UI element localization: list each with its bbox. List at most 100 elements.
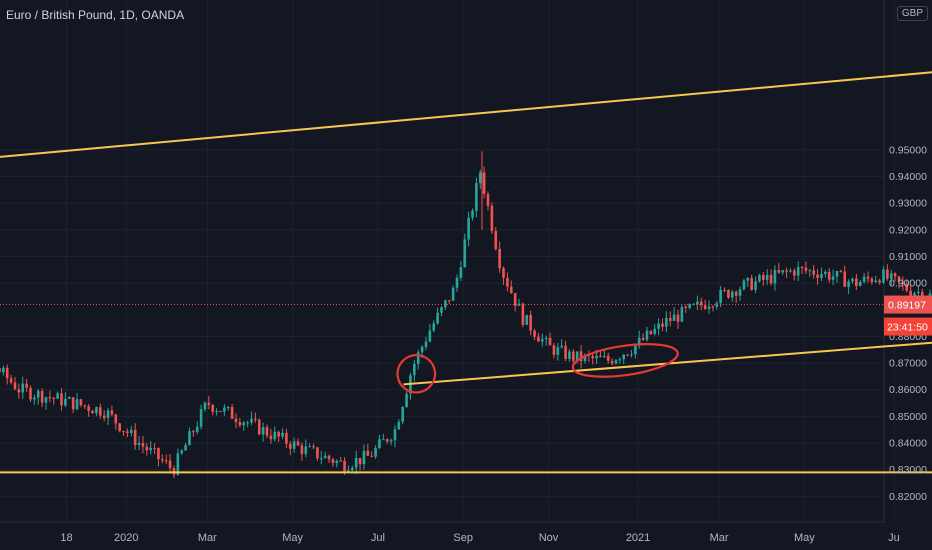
candle-body xyxy=(347,470,350,472)
candle-body xyxy=(424,341,428,347)
candle-body xyxy=(397,421,401,430)
candle-body xyxy=(777,270,781,273)
candle-body xyxy=(548,337,552,346)
candle-body xyxy=(556,347,560,355)
candle-body xyxy=(893,273,897,277)
candle-body xyxy=(758,275,761,282)
candle-body xyxy=(835,271,839,277)
candle-body xyxy=(696,301,699,305)
candle-body xyxy=(261,427,265,435)
candle-body xyxy=(277,431,280,437)
candle-body xyxy=(498,248,501,269)
candle-body xyxy=(98,407,102,416)
candle-body xyxy=(366,450,370,456)
candle-body xyxy=(250,418,253,423)
candle-body xyxy=(265,427,269,436)
candle-body xyxy=(750,277,753,290)
candle-body xyxy=(195,426,199,432)
candle-body xyxy=(882,269,885,283)
x-tick-label: Jul xyxy=(371,532,385,544)
candle-body xyxy=(33,397,36,400)
candle-body xyxy=(862,276,866,282)
candle-body xyxy=(184,445,187,451)
candle-body xyxy=(308,446,311,448)
candle-body xyxy=(432,323,436,331)
candle-body xyxy=(312,446,315,448)
candle-body xyxy=(455,277,459,288)
candle-body xyxy=(789,270,792,272)
candle-body xyxy=(827,271,831,280)
candle-body xyxy=(808,270,812,272)
candle-body xyxy=(525,314,529,325)
candle-body xyxy=(56,393,59,399)
candle-body xyxy=(715,303,719,307)
candle-body xyxy=(742,280,746,290)
x-tick-label: Sep xyxy=(453,532,473,544)
candle-body xyxy=(839,271,843,273)
time-axis[interactable]: ct182020MarMayJulSepNov2021MarMayJu xyxy=(0,532,900,544)
candle-body xyxy=(5,367,9,379)
candle-body xyxy=(831,276,835,280)
candle-body xyxy=(52,397,56,399)
candle-body xyxy=(67,397,71,399)
candle-body xyxy=(420,346,424,353)
price-axis[interactable]: 0.95000 0.94000 0.93000 0.92000 0.91000 0.900… xyxy=(889,144,927,502)
price-tag-bg xyxy=(884,295,932,314)
candle-body xyxy=(354,457,358,468)
candle-body xyxy=(44,397,48,403)
candle-body xyxy=(436,312,439,324)
candle-body xyxy=(661,323,664,327)
candle-body xyxy=(603,355,606,358)
candle-body xyxy=(254,418,257,420)
candle-body xyxy=(296,441,300,446)
y-tick-label: 0.93000 xyxy=(889,198,927,210)
candle-body xyxy=(502,268,505,278)
candle-body xyxy=(785,270,788,272)
candle-body xyxy=(537,336,540,342)
candle-body xyxy=(917,291,920,294)
candle-body xyxy=(273,431,277,440)
candle-body xyxy=(800,267,804,269)
candle-body xyxy=(645,330,649,340)
candle-body xyxy=(405,393,408,408)
candle-body xyxy=(552,345,556,355)
candle-body xyxy=(164,460,168,462)
x-tick-label: Mar xyxy=(198,532,217,544)
candle-body xyxy=(339,460,342,462)
candle-body xyxy=(192,431,195,433)
candle-body xyxy=(812,270,816,275)
candle-body xyxy=(599,355,602,358)
candle-body xyxy=(335,460,339,464)
candle-body xyxy=(292,441,296,449)
candle-body xyxy=(575,351,579,362)
candle-body xyxy=(595,355,598,359)
candle-body xyxy=(13,382,17,390)
candle-body xyxy=(440,307,443,313)
candle-body xyxy=(226,407,230,409)
candle-body xyxy=(110,410,114,415)
candle-body xyxy=(176,453,180,475)
candle-body xyxy=(25,383,28,388)
candle-body xyxy=(257,419,261,435)
candle-body xyxy=(106,410,110,419)
candle-body xyxy=(866,276,870,279)
candle-body xyxy=(637,337,641,346)
candle-body xyxy=(874,280,878,282)
candle-body xyxy=(199,409,203,427)
candle-body xyxy=(413,363,416,376)
candle-body xyxy=(626,354,629,356)
currency-label[interactable]: GBP xyxy=(896,6,928,21)
x-tick-label: Nov xyxy=(539,532,559,544)
y-tick-label: 0.86000 xyxy=(889,384,927,396)
candle-body xyxy=(773,270,777,284)
price-tag-value: 0.89197 xyxy=(888,300,926,312)
candle-body xyxy=(389,440,393,442)
candle-body xyxy=(723,289,726,291)
candle-body xyxy=(665,317,668,327)
candle-body xyxy=(36,390,40,398)
candle-body xyxy=(114,414,118,424)
countdown-tag-bg xyxy=(884,317,932,336)
candle-body xyxy=(820,273,823,278)
candle-body xyxy=(242,422,246,426)
